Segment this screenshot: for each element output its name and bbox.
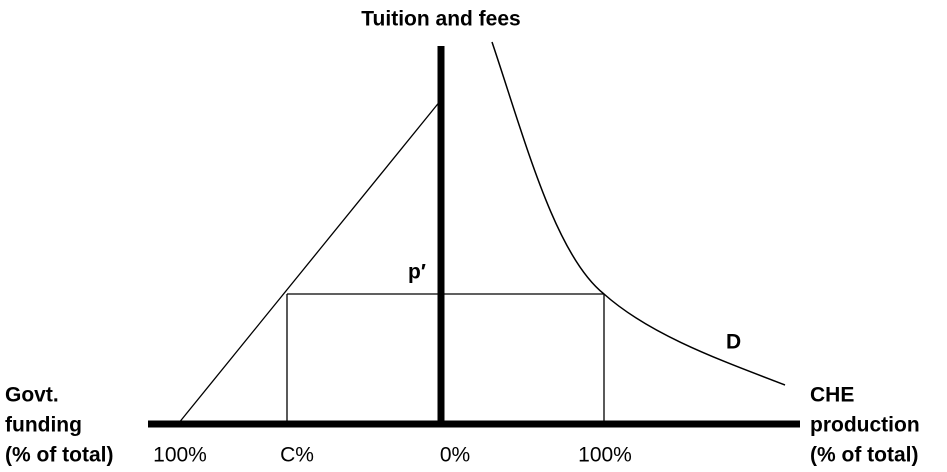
right-label: CHE <box>810 384 854 407</box>
demand-curve <box>491 41 786 386</box>
right-label: production <box>810 414 920 437</box>
left-label: (% of total) <box>5 444 113 467</box>
tick-label: 100% <box>153 444 207 467</box>
right-label: (% of total) <box>810 444 918 467</box>
tick-label: 0% <box>440 444 470 467</box>
left-label: funding <box>5 414 82 437</box>
curve-label: D <box>726 331 741 354</box>
left-label: Govt. <box>5 384 59 407</box>
tick-label: C% <box>280 444 314 467</box>
price-label: p′ <box>408 261 426 284</box>
funding-line <box>177 99 442 425</box>
title: Tuition and fees <box>361 8 520 31</box>
tick-label: 100% <box>578 444 632 467</box>
